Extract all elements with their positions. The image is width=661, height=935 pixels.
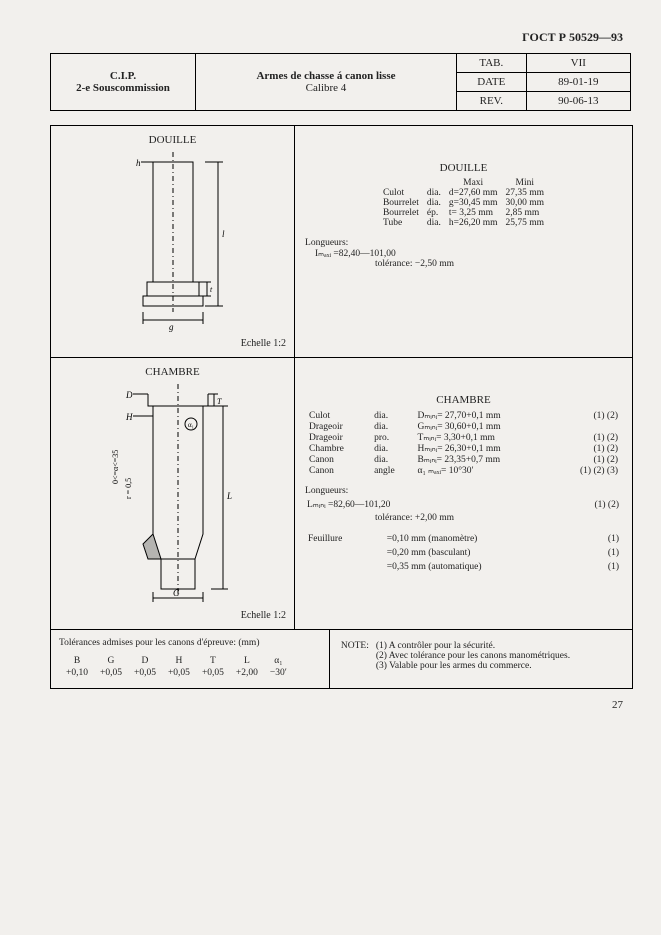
douille-data-table: MaxiMini Culotdia.d=27,60 mm27,35 mm Bou… [379,178,548,228]
table-row: Tubedia.h=26,20 mm25,75 mm [379,218,548,228]
table-row: Culotdia.d=27,60 mm27,35 mm [379,188,548,198]
notes-panel: NOTE: (1) A contrôler pour la sécurité. … [330,630,632,688]
long-l2: tolérance: +2,00 mm [305,513,622,523]
douille-echelle: Echelle 1:2 [59,338,286,349]
page-number: 27 [50,699,631,711]
long-l2: tolérance: −2,50 mm [305,259,622,269]
svg-text:0<=α<=35: 0<=α<=35 [111,450,120,484]
notes-label: NOTE: [340,640,373,672]
rev-label: REV. [457,92,527,111]
chambre-svg: D H α₁ L 0<=α<=35 r = 0,5 G [93,384,253,604]
table-row: Bourreletép.t= 3,25 mm2,85 mm [379,208,548,218]
long-label: Longueurs: [305,238,622,248]
tolerances-title: Tolérances admises pour les canons d'épr… [59,638,321,648]
douille-title: DOUILLE [59,134,286,146]
table-row: Canondia.Bₘᵢₙᵢ= 23,35+0,7 mm(1) (2) [305,454,622,465]
header-left: C.I.P. 2-e Souscommission [51,54,196,111]
souscommission-label: 2-e Souscommission [57,82,189,94]
table-row: Bourreletdia.g=30,45 mm30,00 mm [379,198,548,208]
title-line1: Armes de chasse á canon lisse [202,70,450,82]
tolerances-panel: Tolérances admises pour les canons d'épr… [51,630,330,688]
cip-label: C.I.P. [57,70,189,82]
title-line2: Calibre 4 [202,82,450,94]
svg-text:G: G [173,588,180,598]
douille-diagram-panel: DOUILLE h l g [51,126,295,357]
header-table: C.I.P. 2-e Souscommission Armes de chass… [50,53,631,111]
svg-text:h: h [136,158,141,168]
douille-longueurs: Longueurs: Iₘₐₓᵢ =82,40—101,00 tolérance… [305,238,622,269]
chambre-echelle: Echelle 1:2 [59,610,286,621]
table-row: Drageoirdia.Gₘᵢₙᵢ= 30,60+0,1 mm [305,421,622,432]
svg-text:t: t [210,285,213,294]
maxi-head: Maxi [445,178,502,188]
notes-row: Tolérances admises pour les canons d'épr… [51,630,632,688]
tolerances-table: BGDHTLα₁ +0,10+0,05+0,05+0,05+0,05+2,00−… [59,654,294,680]
svg-text:l: l [222,229,225,239]
tab-label: TAB. [457,54,527,73]
svg-text:α₁: α₁ [188,421,194,429]
note-1: (1) A contrôler pour la sécurité. [376,641,570,651]
feuillure-table: Feuillure=0,10 mm (manomètre)(1) =0,20 m… [305,531,622,575]
douille-data-panel: DOUILLE MaxiMini Culotdia.d=27,60 mm27,3… [295,126,632,357]
douille-row: DOUILLE h l g [51,126,632,358]
table-row: Drageoirpro.Tₘᵢₙᵢ= 3,30+0,1 mm(1) (2) [305,432,622,443]
long-l1: Iₘₐₓᵢ =82,40—101,00 [305,248,622,259]
rev-val: 90-06-13 [526,92,630,111]
svg-text:D: D [125,390,133,400]
svg-text:H: H [125,412,133,422]
table-row: Canonangleα₁ ₘₐₓᵢ= 10°30′(1) (2) (3) [305,465,622,476]
date-label: DATE [457,73,527,92]
table-row: Chambredia.Hₘᵢₙᵢ= 26,30+0,1 mm(1) (2) [305,443,622,454]
svg-text:T: T [217,397,222,406]
chambre-diagram-panel: CHAMBRE D H α₁ L 0<=α<=3 [51,358,295,629]
note-3: (3) Valable pour les armes du commerce. [376,661,570,671]
main-box: DOUILLE h l g [50,125,633,689]
svg-text:L: L [226,491,232,501]
chambre-title: CHAMBRE [59,366,286,378]
douille-svg: h l g t [103,152,243,332]
mini-head: Mini [501,178,548,188]
document-id: ГОСТ Р 50529—93 [50,30,631,45]
chambre-heading: CHAMBRE [305,394,622,406]
long-label: Longueurs: [305,486,622,496]
chambre-longueurs: Longueurs: Lₘᵢₙᵢ =82,60—101,20 (1) (2) t… [305,486,622,523]
douille-heading: DOUILLE [305,162,622,174]
chambre-data-panel: CHAMBRE Culotdia.Dₘᵢₙᵢ= 27,70+0,1 mm(1) … [295,358,632,629]
note-2: (2) Avec tolérance pour les canons manom… [376,651,570,661]
header-center: Armes de chasse á canon lisse Calibre 4 [196,54,457,111]
date-val: 89-01-19 [526,73,630,92]
svg-text:r = 0,5: r = 0,5 [124,478,133,499]
tab-val: VII [526,54,630,73]
chambre-data-table: Culotdia.Dₘᵢₙᵢ= 27,70+0,1 mm(1) (2) Drag… [305,410,622,476]
table-row: Culotdia.Dₘᵢₙᵢ= 27,70+0,1 mm(1) (2) [305,410,622,421]
chambre-row: CHAMBRE D H α₁ L 0<=α<=3 [51,358,632,630]
svg-text:g: g [169,322,174,332]
